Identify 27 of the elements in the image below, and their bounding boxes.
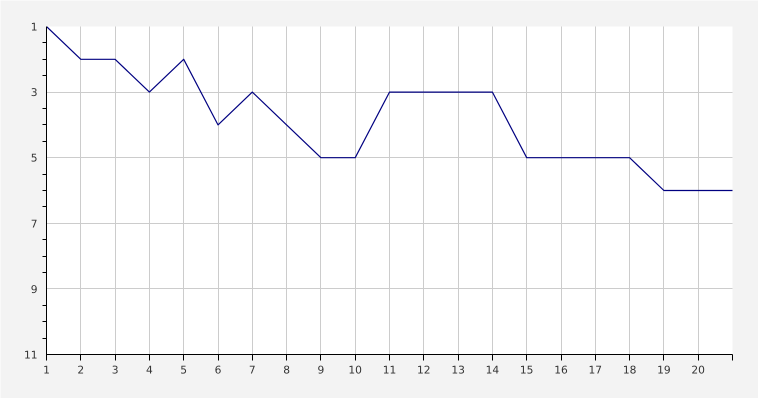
x-tick-label: 1	[43, 364, 50, 376]
x-tick-label: 6	[214, 364, 222, 376]
y-tick-label: 1	[30, 20, 38, 34]
x-tick-label: 15	[520, 364, 534, 376]
x-tick-label: 16	[554, 364, 568, 376]
y-tick-label: 7	[30, 217, 38, 230]
x-tick-label: 18	[622, 364, 637, 376]
y-tick-label: 11	[24, 348, 38, 362]
x-tick-label: 7	[248, 364, 256, 376]
y-tick-label: 3	[30, 86, 38, 100]
x-tick-label: 5	[180, 364, 188, 376]
y-tick-label: 9	[30, 282, 38, 296]
x-tick-label: 4	[146, 364, 154, 376]
x-tick-label: 14	[486, 364, 500, 376]
x-tick-label: 12	[417, 364, 431, 376]
line-series	[46, 26, 732, 192]
x-tick-label: 11	[382, 364, 396, 376]
y-tick-label: 5	[30, 152, 38, 165]
x-tick-label: 13	[451, 364, 465, 376]
x-tick-label: 3	[112, 364, 118, 376]
x-tick-label: 9	[318, 364, 325, 376]
x-tick-label: 19	[657, 364, 671, 376]
x-tick-label: 20	[691, 364, 706, 376]
x-tick-label: 10	[348, 364, 362, 376]
x-tick-label: 17	[588, 364, 602, 376]
x-tick-label: 2	[77, 364, 84, 376]
x-tick-label: 8	[283, 364, 290, 376]
